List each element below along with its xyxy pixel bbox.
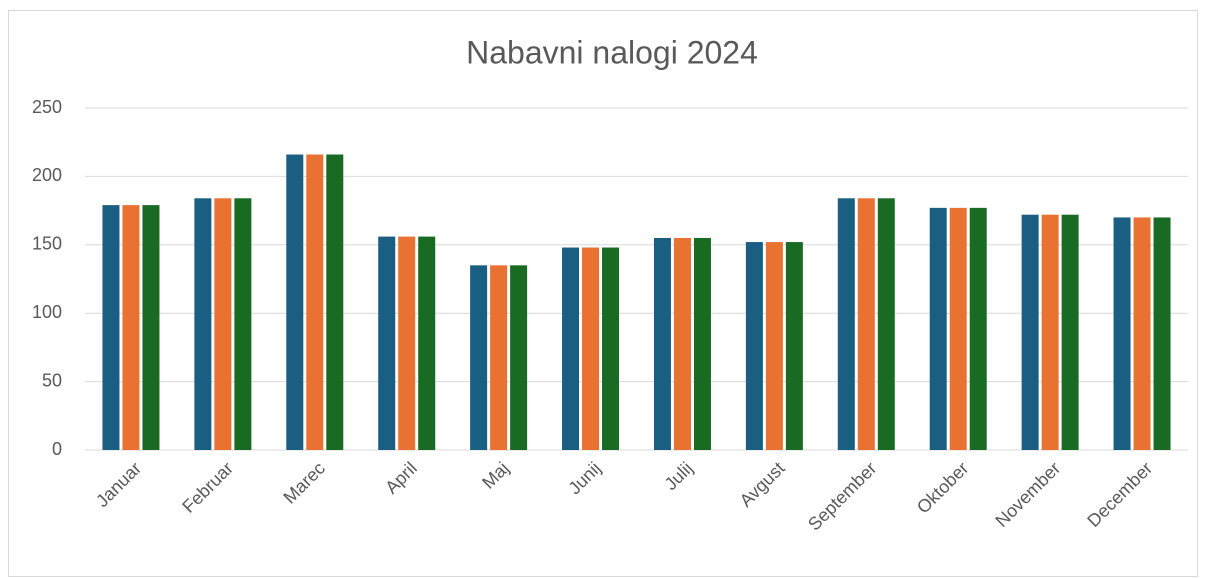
bar xyxy=(653,237,671,450)
bar xyxy=(1133,217,1151,450)
bar xyxy=(1021,214,1039,450)
bar xyxy=(673,237,691,450)
bar xyxy=(306,154,324,450)
bar xyxy=(510,265,528,450)
bar xyxy=(102,205,120,450)
bar xyxy=(1113,217,1131,450)
bar xyxy=(602,247,620,450)
bar xyxy=(378,236,396,450)
bar xyxy=(949,207,967,450)
y-tick-label: 250 xyxy=(32,97,62,117)
y-tick-label: 50 xyxy=(42,370,62,390)
bar xyxy=(857,198,875,450)
bar xyxy=(194,198,212,450)
bar xyxy=(398,236,416,450)
bar xyxy=(286,154,304,450)
y-tick-label: 200 xyxy=(32,165,62,185)
bar xyxy=(142,205,160,450)
bar xyxy=(785,242,803,450)
bar xyxy=(326,154,344,450)
bar xyxy=(1061,214,1079,450)
bar xyxy=(418,236,436,450)
y-tick-label: 0 xyxy=(52,439,62,459)
bar xyxy=(582,247,600,450)
bar xyxy=(1153,217,1171,450)
bar xyxy=(969,207,987,450)
bar xyxy=(1041,214,1059,450)
bar xyxy=(122,205,140,450)
bar xyxy=(745,242,763,450)
bar xyxy=(562,247,580,450)
bar xyxy=(470,265,488,450)
bar xyxy=(234,198,252,450)
bar xyxy=(693,237,711,450)
bar xyxy=(765,242,783,450)
bar xyxy=(214,198,232,450)
y-tick-label: 100 xyxy=(32,302,62,322)
bar xyxy=(490,265,508,450)
y-tick-label: 150 xyxy=(32,234,62,254)
bar xyxy=(837,198,855,450)
chart-title: Nabavni nalogi 2024 xyxy=(466,34,758,70)
bar xyxy=(877,198,895,450)
bar xyxy=(929,207,947,450)
